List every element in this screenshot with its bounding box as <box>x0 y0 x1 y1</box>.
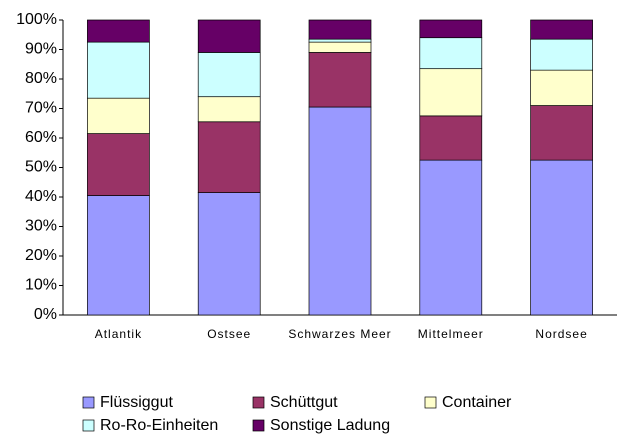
bar-segment <box>87 19 150 43</box>
bar-segment <box>197 19 261 53</box>
bar-segment <box>308 38 372 43</box>
bar-segment <box>419 115 483 161</box>
bar-segment <box>308 41 372 53</box>
bar-segment <box>530 19 593 40</box>
x-tick-label: Mittelmeer <box>418 327 484 341</box>
x-tick-label: Ostsee <box>207 327 251 341</box>
bar-segment <box>530 105 593 161</box>
y-tick-label: 60% <box>25 129 57 146</box>
x-tick-label: Schwarzes Meer <box>288 327 391 341</box>
legend-swatch <box>252 419 265 432</box>
bar-segment <box>308 106 372 316</box>
bar-segment <box>530 38 593 71</box>
y-tick-label: 30% <box>25 218 57 235</box>
bar-segment <box>419 159 483 316</box>
y-tick-label: 10% <box>25 277 57 294</box>
bar-segment <box>87 195 150 316</box>
legend-label: Flüssiggut <box>100 394 173 411</box>
legend-label: Ro-Ro-Einheiten <box>100 417 218 434</box>
bar-segment <box>87 41 150 99</box>
bar-segment <box>530 69 593 106</box>
legend-swatch <box>82 396 95 409</box>
bar-segment <box>197 52 261 98</box>
legend-label: Sonstige Ladung <box>270 417 390 434</box>
y-tick-label: 0% <box>34 306 57 323</box>
y-tick-label: 40% <box>25 188 57 205</box>
bar-segment <box>87 97 150 134</box>
y-tick-label: 100% <box>16 11 57 28</box>
y-tick-label: 70% <box>25 100 57 117</box>
bar-segment <box>308 19 372 40</box>
bar-segment <box>419 19 483 39</box>
legend-swatch <box>424 396 437 409</box>
bar-segment <box>419 68 483 117</box>
bar-segment <box>197 96 261 123</box>
bar-segment <box>197 192 261 316</box>
x-tick-label: Nordsee <box>535 327 587 341</box>
x-tick-label: Atlantik <box>95 327 142 341</box>
y-tick-label: 80% <box>25 70 57 87</box>
y-tick-label: 50% <box>25 159 57 176</box>
y-tick-label: 20% <box>25 247 57 264</box>
legend-swatch <box>82 419 95 432</box>
bar-segment <box>87 133 150 196</box>
bar-segment <box>530 159 593 316</box>
legend-label: Schüttgut <box>270 394 338 411</box>
legend-swatch <box>252 396 265 409</box>
legend-label: Container <box>442 394 512 411</box>
y-tick-label: 90% <box>25 41 57 58</box>
bar-segment <box>419 37 483 70</box>
bar-segment <box>308 52 372 108</box>
bar-segment <box>197 121 261 193</box>
